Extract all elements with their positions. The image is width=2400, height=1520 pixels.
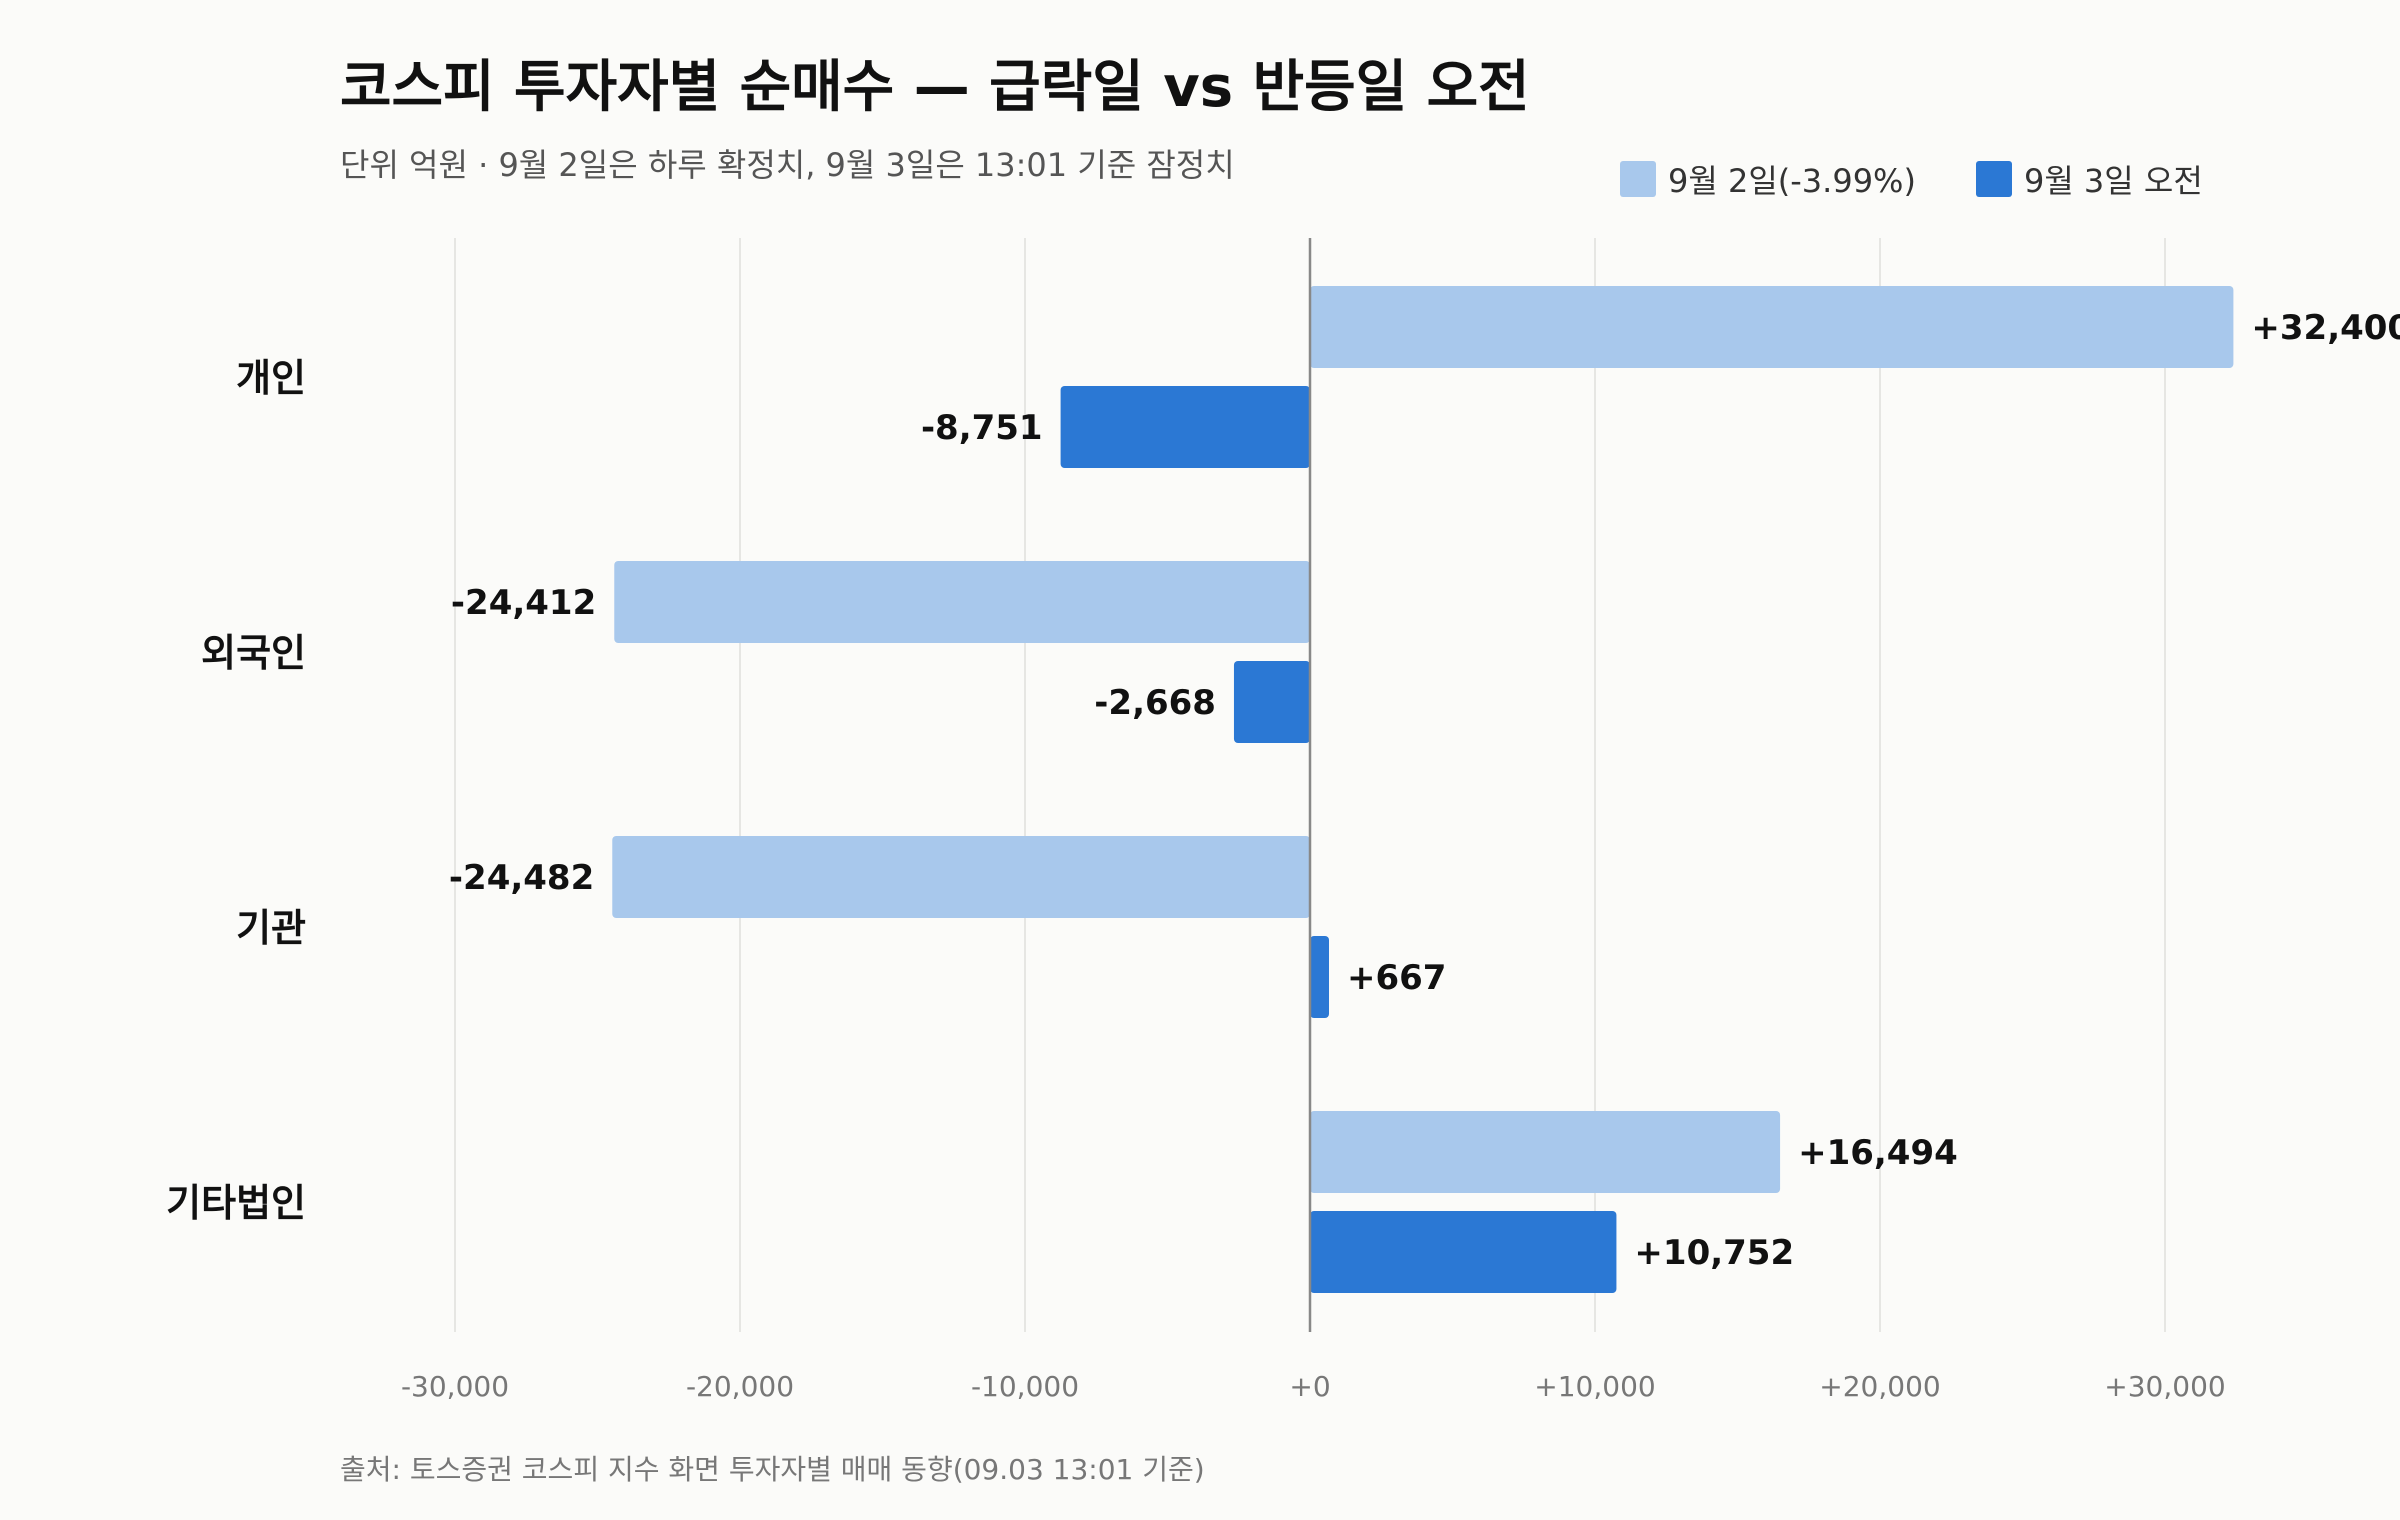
legend-label-series1: 9월 2일(-3.99%)	[1668, 162, 1916, 200]
bar	[1310, 1111, 1781, 1193]
data-label: +10,752	[1634, 1233, 1794, 1273]
bar	[612, 836, 1310, 918]
x-tick-label: -10,000	[971, 1370, 1079, 1403]
data-label: -8,751	[921, 408, 1043, 448]
source-note: 출처: 토스증권 코스피 지수 화면 투자자별 매매 동향(09.03 13:0…	[340, 1453, 1205, 1486]
legend-item-series2: 9월 3일 오전	[1975, 156, 2203, 202]
bar-chart: -30,000 -20,000 -10,000 +0 +10,000 +20,000 +30…	[166, 238, 2400, 1403]
category-label: 외국인	[201, 631, 306, 675]
x-tick-label: -30,000	[401, 1370, 509, 1403]
x-tick-label: +10,000	[1534, 1370, 1655, 1403]
x-tick-label: +0	[1289, 1370, 1330, 1403]
bar	[614, 561, 1310, 643]
legend-item-series1: 9월 2일(-3.99%)	[1620, 156, 1916, 202]
bar	[1310, 286, 2234, 368]
bar	[1310, 936, 1330, 1018]
bar	[1233, 661, 1310, 743]
data-label: +16,494	[1798, 1133, 1958, 1173]
legend-swatch-series1	[1620, 161, 1656, 197]
data-label: -24,412	[451, 583, 596, 623]
category-label: 기관	[236, 906, 306, 950]
data-label: +667	[1347, 958, 1446, 998]
legend-label-series2: 9월 3일 오전	[2023, 162, 2203, 200]
x-tick-label: +20,000	[1819, 1370, 1940, 1403]
chart-subtitle: 단위 억원 · 9월 2일은 하루 확정치, 9월 3일은 13:01 기준 잠…	[340, 146, 1235, 184]
chart-title: 코스피 투자자별 순매수 — 급락일 vs 반등일 오전	[340, 55, 1530, 120]
chart-legend: 9월 2일(-3.99%) 9월 3일 오전	[1620, 156, 2203, 202]
x-tick-label: -20,000	[686, 1370, 794, 1403]
x-tick-label: +30,000	[2104, 1370, 2225, 1403]
category-label: 개인	[236, 356, 306, 400]
data-label: -24,482	[449, 858, 594, 898]
category-label: 기타법인	[166, 1181, 306, 1225]
legend-swatch-series2	[1975, 161, 2012, 197]
bar	[1310, 1211, 1617, 1293]
data-label: -2,668	[1094, 683, 1216, 723]
bar	[1060, 386, 1310, 468]
data-label: +32,400	[2251, 308, 2400, 348]
